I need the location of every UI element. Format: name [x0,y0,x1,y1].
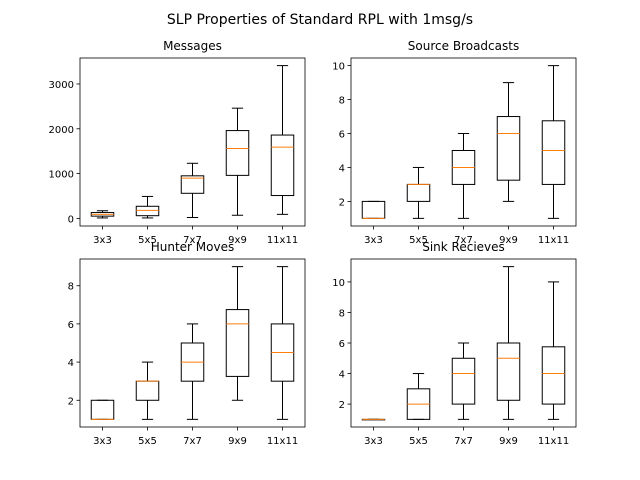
x-tick-label: 9x9 [228,436,247,447]
box-iqr [225,309,250,377]
x-tick-label: 7x7 [454,436,473,447]
box-7x7 [180,162,205,218]
y-tick-label: 6 [68,320,74,331]
box-11x11 [541,65,566,219]
y-tick-label: 8 [339,308,345,319]
box-3x3 [361,418,386,421]
y-tick-label: 6 [339,130,345,141]
box-iqr [496,116,521,181]
x-tick-label: 5x5 [138,436,157,447]
x-tick-label: 3x3 [93,436,112,447]
box-11x11 [270,65,295,215]
y-tick-label: 2 [339,400,345,411]
box-9x9 [496,82,521,202]
subplot-title: Sink Recieves [422,240,505,254]
x-tick-label: 9x9 [499,235,518,246]
box-7x7 [180,323,205,420]
subplot-2: 2 4 6 8 10 3x3 5x5 7x7 9x9 11x11 Source Broadcasts [332,39,577,246]
subplot-3: 2 4 6 8 3x3 5x5 7x7 9x9 11x11 Hunter Moves [68,240,306,447]
box-9x9 [225,107,250,216]
x-tick-label: 5x5 [409,235,428,246]
y-tick-label: 10 [332,278,345,289]
x-tick-label: 11x11 [267,436,298,447]
y-tick-label: 2000 [49,125,74,136]
subplot-title: Messages [163,39,222,53]
y-tick-label: 2 [339,197,345,208]
box-iqr [225,130,250,176]
box-iqr [451,357,476,405]
subplot-title: Source Broadcasts [408,39,519,53]
x-tick-label: 3x3 [364,235,383,246]
y-tick-label: 1000 [49,170,74,181]
x-tick-label: 5x5 [409,436,428,447]
subplot-1: 0 1000 2000 3000 3x3 5x5 7x7 9x9 11x11 Messages [49,39,306,246]
box-3x3 [90,210,115,219]
box-iqr [135,205,160,217]
y-tick-label: 4 [339,163,345,174]
box-iqr [541,120,566,185]
y-tick-label: 8 [339,96,345,107]
box-iqr [541,346,566,405]
y-tick-label: 10 [332,62,345,73]
box-9x9 [496,266,521,420]
box-5x5 [135,195,160,219]
box-iqr [180,175,205,194]
box-iqr [496,342,521,401]
y-tick-label: 3000 [49,80,74,91]
y-tick-label: 4 [68,358,74,369]
figure-suptitle: SLP Properties of Standard RPL with 1msg… [167,12,473,28]
x-tick-label: 11x11 [267,235,298,246]
box-iqr [270,134,295,197]
x-tick-label: 7x7 [454,235,473,246]
x-tick-label: 3x3 [364,436,383,447]
box-7x7 [451,133,476,219]
box-9x9 [225,266,250,401]
x-tick-label: 9x9 [499,436,518,447]
x-tick-label: 11x11 [538,436,569,447]
box-3x3 [361,200,386,219]
box-3x3 [90,399,115,420]
box-7x7 [451,342,476,420]
box-5x5 [406,373,431,420]
x-tick-label: 9x9 [228,235,247,246]
y-tick-label: 8 [68,282,74,293]
x-tick-label: 7x7 [183,436,202,447]
box-11x11 [270,266,295,420]
subplot-4: 2 4 6 8 10 3x3 5x5 7x7 9x9 11x11 Sink Recieves [332,240,577,447]
x-tick-label: 5x5 [138,235,157,246]
box-5x5 [135,361,160,420]
x-tick-label: 3x3 [93,235,112,246]
box-11x11 [541,281,566,420]
x-tick-label: 11x11 [538,235,569,246]
box-5x5 [406,166,431,219]
y-tick-label: 4 [339,370,345,381]
x-tick-label: 7x7 [183,235,202,246]
y-tick-label: 0 [68,214,74,225]
y-tick-label: 2 [68,396,74,407]
y-tick-label: 6 [339,339,345,350]
subplot-title: Hunter Moves [151,240,235,254]
